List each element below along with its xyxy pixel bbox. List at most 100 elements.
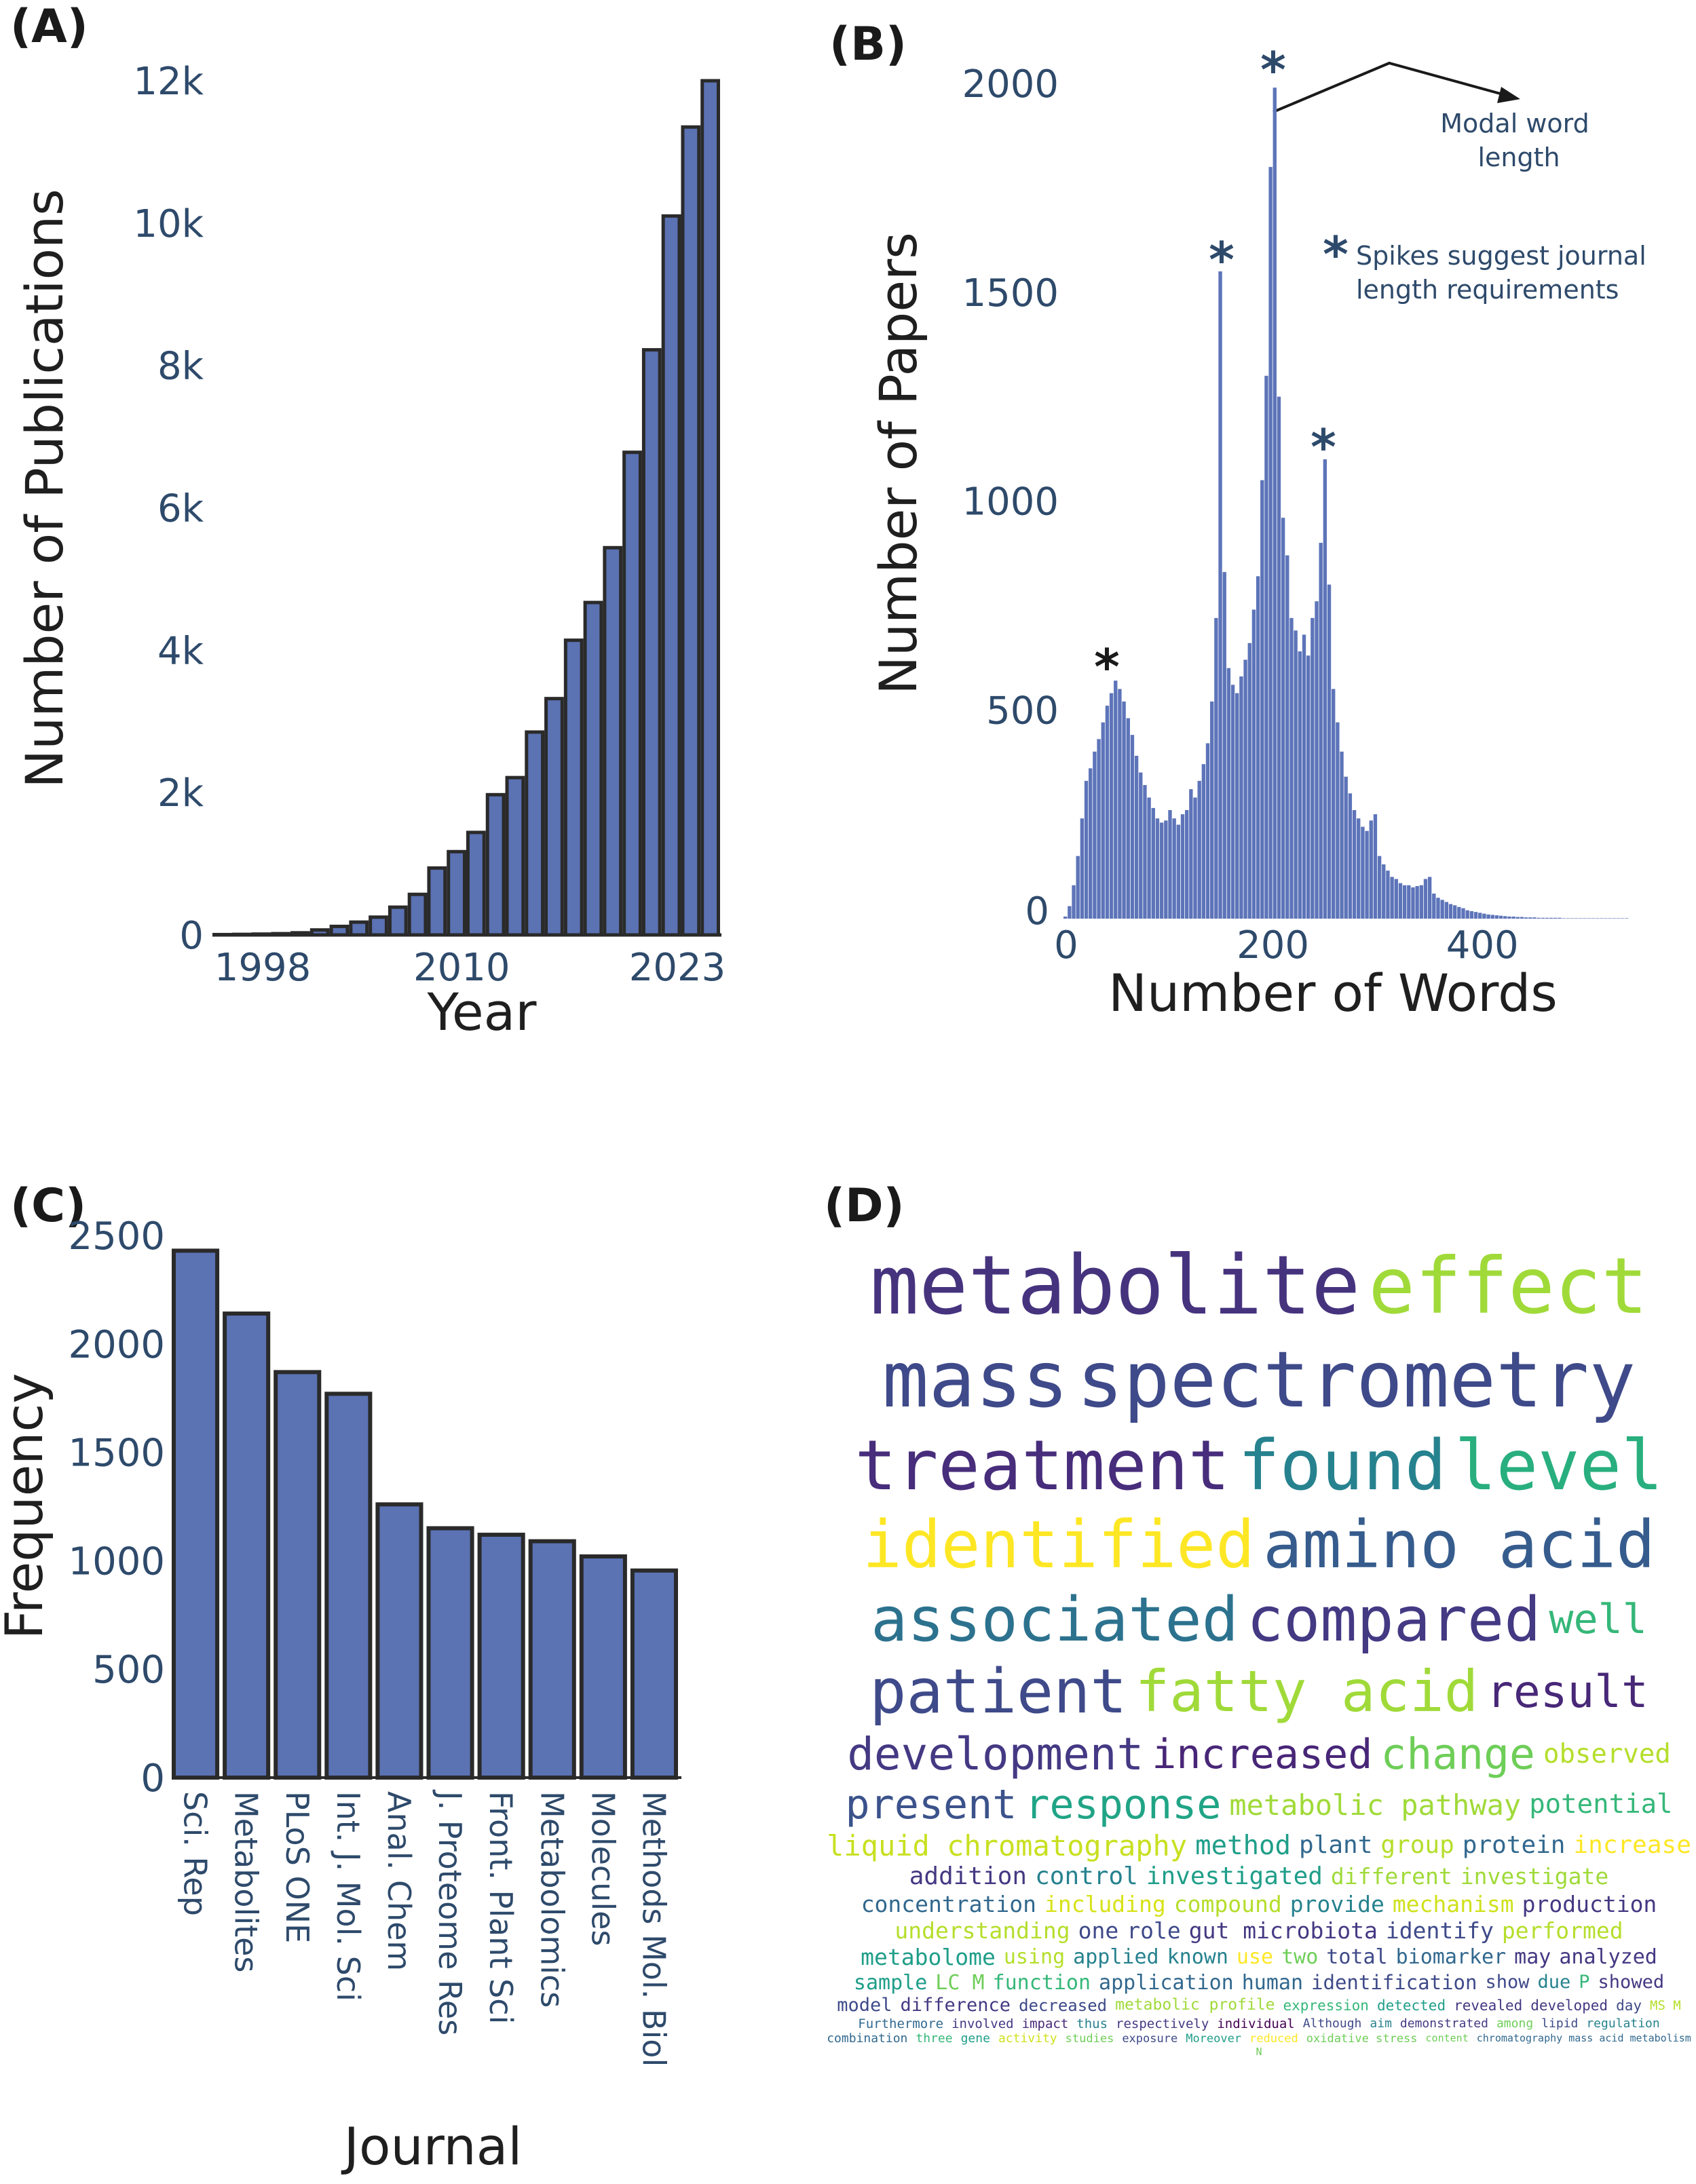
bar-2018 <box>583 600 603 937</box>
word-liquid-chromatography: liquid chromatography <box>827 1828 1188 1862</box>
histogram-bar <box>1503 916 1507 919</box>
histogram-bar <box>1302 634 1306 919</box>
bar-anal-chem <box>375 1502 423 1780</box>
y-tick-label: 2000 <box>68 1323 165 1367</box>
histogram-bar <box>1340 751 1344 919</box>
word-patient: patient <box>869 1655 1127 1727</box>
histogram-bar <box>1230 685 1235 919</box>
bar-2023 <box>681 125 701 937</box>
histogram-bar <box>1184 809 1189 919</box>
y-tick-label: 4k <box>157 629 204 673</box>
histogram-bar <box>1591 918 1596 919</box>
word-among: among <box>1496 2016 1534 2031</box>
y-tick-label: 2000 <box>962 62 1059 107</box>
word-response: response <box>1025 1780 1222 1828</box>
bar-j-proteome-res <box>426 1526 474 1780</box>
histogram-bar <box>1201 764 1206 919</box>
bar-sci-rep <box>172 1248 220 1780</box>
histogram-bar <box>1298 651 1302 919</box>
word-investigated: investigated <box>1146 1862 1323 1891</box>
histogram-bar <box>1394 879 1398 919</box>
histogram-bar <box>1490 915 1494 919</box>
histogram-bar <box>1469 911 1474 919</box>
word-sample: sample <box>853 1970 928 1995</box>
histogram-bar <box>1323 459 1327 919</box>
histogram-bar <box>1608 918 1612 919</box>
x-tick-label: 2010 <box>413 946 510 990</box>
histogram-bar <box>1520 917 1524 919</box>
word-two: two <box>1281 1945 1319 1970</box>
word-moreover: Moreover <box>1186 2031 1242 2046</box>
histogram-bar <box>1105 706 1110 919</box>
word-plant: plant <box>1299 1831 1373 1860</box>
bar-2017 <box>563 638 584 937</box>
histogram-bar <box>1604 918 1608 919</box>
bar-int-j-mol-sci <box>324 1392 373 1780</box>
histogram-bar <box>1494 915 1499 919</box>
histogram-bar <box>1482 913 1486 919</box>
word-treatment: treatment <box>854 1425 1230 1507</box>
histogram-bar <box>1457 906 1461 919</box>
y-axis-title: Frequency <box>0 1373 54 1640</box>
histogram-bar <box>1587 918 1591 919</box>
histogram-bar <box>1072 885 1076 919</box>
bar-2001 <box>251 932 271 937</box>
histogram-bar <box>1063 916 1068 919</box>
histogram-bar <box>1189 789 1193 919</box>
histogram-bar <box>1311 617 1315 919</box>
histogram-bar <box>1180 814 1185 919</box>
histogram-bar <box>1294 630 1298 919</box>
bar-2016 <box>544 697 564 937</box>
histogram-bar <box>1205 743 1210 919</box>
x-axis-title: Year <box>427 982 538 1042</box>
x-category-label: Metabolomics <box>533 1791 570 2008</box>
journal-frequency-chart: Frequency Journal Sci. Rep Metabolites PLo… <box>0 1214 681 2177</box>
word-identify: identify <box>1385 1917 1494 1944</box>
x-axis-title: Number of Words <box>1108 963 1558 1023</box>
word-gut-microbiota: gut microbiota <box>1188 1917 1378 1944</box>
y-tick-label: 12k <box>133 60 204 104</box>
histogram-bar <box>1532 917 1537 919</box>
bar-2020 <box>622 451 642 937</box>
word-ms-m: MS M <box>1650 1997 1681 2013</box>
word-method: method <box>1195 1830 1292 1861</box>
word-found: found <box>1238 1425 1447 1507</box>
y-tick-label: 1500 <box>68 1432 165 1476</box>
histogram-bar <box>1235 693 1239 919</box>
histogram-bar <box>1515 917 1520 919</box>
word-identified: identified <box>863 1507 1255 1584</box>
word-investigate: investigate <box>1460 1863 1609 1890</box>
bar-1999 <box>212 932 232 937</box>
histogram-bar <box>1155 818 1160 919</box>
histogram-bar <box>1251 609 1256 919</box>
y-tick-label: 2500 <box>68 1214 165 1259</box>
histogram-bar <box>1566 918 1570 919</box>
x-axis-title: Journal <box>341 2116 523 2177</box>
x-category-label: PLoS ONE <box>279 1791 316 1943</box>
histogram-bar <box>1600 918 1604 919</box>
histogram-bar <box>1126 718 1130 919</box>
word-may: may <box>1514 1945 1551 1970</box>
word-p: P <box>1579 1972 1590 1993</box>
word-application: application <box>1099 1970 1234 1995</box>
arrow-head-icon <box>1497 87 1520 103</box>
word-increased: increased <box>1152 1730 1373 1778</box>
word-potential: potential <box>1529 1789 1673 1820</box>
histogram-bar <box>1348 793 1353 919</box>
histogram-bar <box>1528 917 1532 919</box>
x-tick-label: 400 <box>1446 923 1519 968</box>
word-level: level <box>1454 1425 1663 1507</box>
histogram-bar <box>1336 722 1340 919</box>
histogram-bar <box>1097 739 1101 919</box>
word-different: different <box>1330 1863 1452 1890</box>
y-tick-label: 500 <box>92 1648 165 1692</box>
bar-2014 <box>505 775 525 937</box>
histogram-bar <box>1218 271 1222 919</box>
y-tick-label: 8k <box>157 345 204 389</box>
histogram-bar <box>1553 917 1558 919</box>
word-activity: activity <box>998 2031 1057 2046</box>
word-compound: compound <box>1173 1890 1282 1917</box>
y-tick-label: 500 <box>986 689 1059 733</box>
histogram-bar <box>1574 918 1579 919</box>
